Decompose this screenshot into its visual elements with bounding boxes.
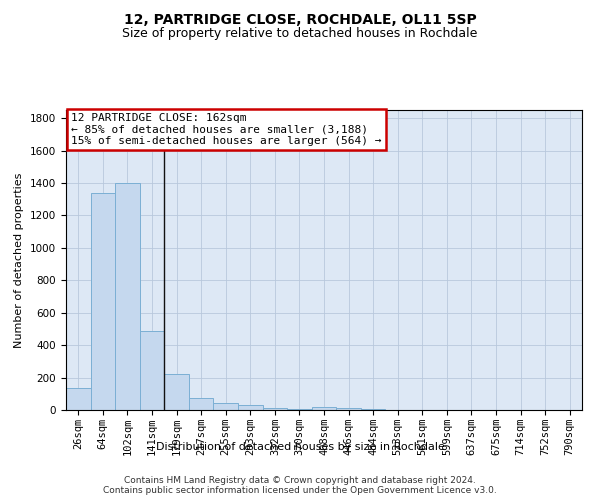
Text: 12 PARTRIDGE CLOSE: 162sqm
← 85% of detached houses are smaller (3,188)
15% of s: 12 PARTRIDGE CLOSE: 162sqm ← 85% of deta… [71,113,382,146]
Bar [189,398,214,410]
Bar [115,183,140,410]
Bar [263,408,287,410]
Bar [336,408,361,410]
Bar [287,409,312,410]
Bar [164,374,189,410]
Text: Contains HM Land Registry data © Crown copyright and database right 2024.
Contai: Contains HM Land Registry data © Crown c… [103,476,497,495]
Text: Size of property relative to detached houses in Rochdale: Size of property relative to detached ho… [122,28,478,40]
Bar [140,330,164,410]
Bar [312,407,336,410]
Text: Distribution of detached houses by size in Rochdale: Distribution of detached houses by size … [155,442,445,452]
Y-axis label: Number of detached properties: Number of detached properties [14,172,25,348]
Bar [238,406,263,410]
Bar [214,402,238,410]
Bar [361,409,385,410]
Bar [66,388,91,410]
Bar [91,192,115,410]
Text: 12, PARTRIDGE CLOSE, ROCHDALE, OL11 5SP: 12, PARTRIDGE CLOSE, ROCHDALE, OL11 5SP [124,12,476,26]
